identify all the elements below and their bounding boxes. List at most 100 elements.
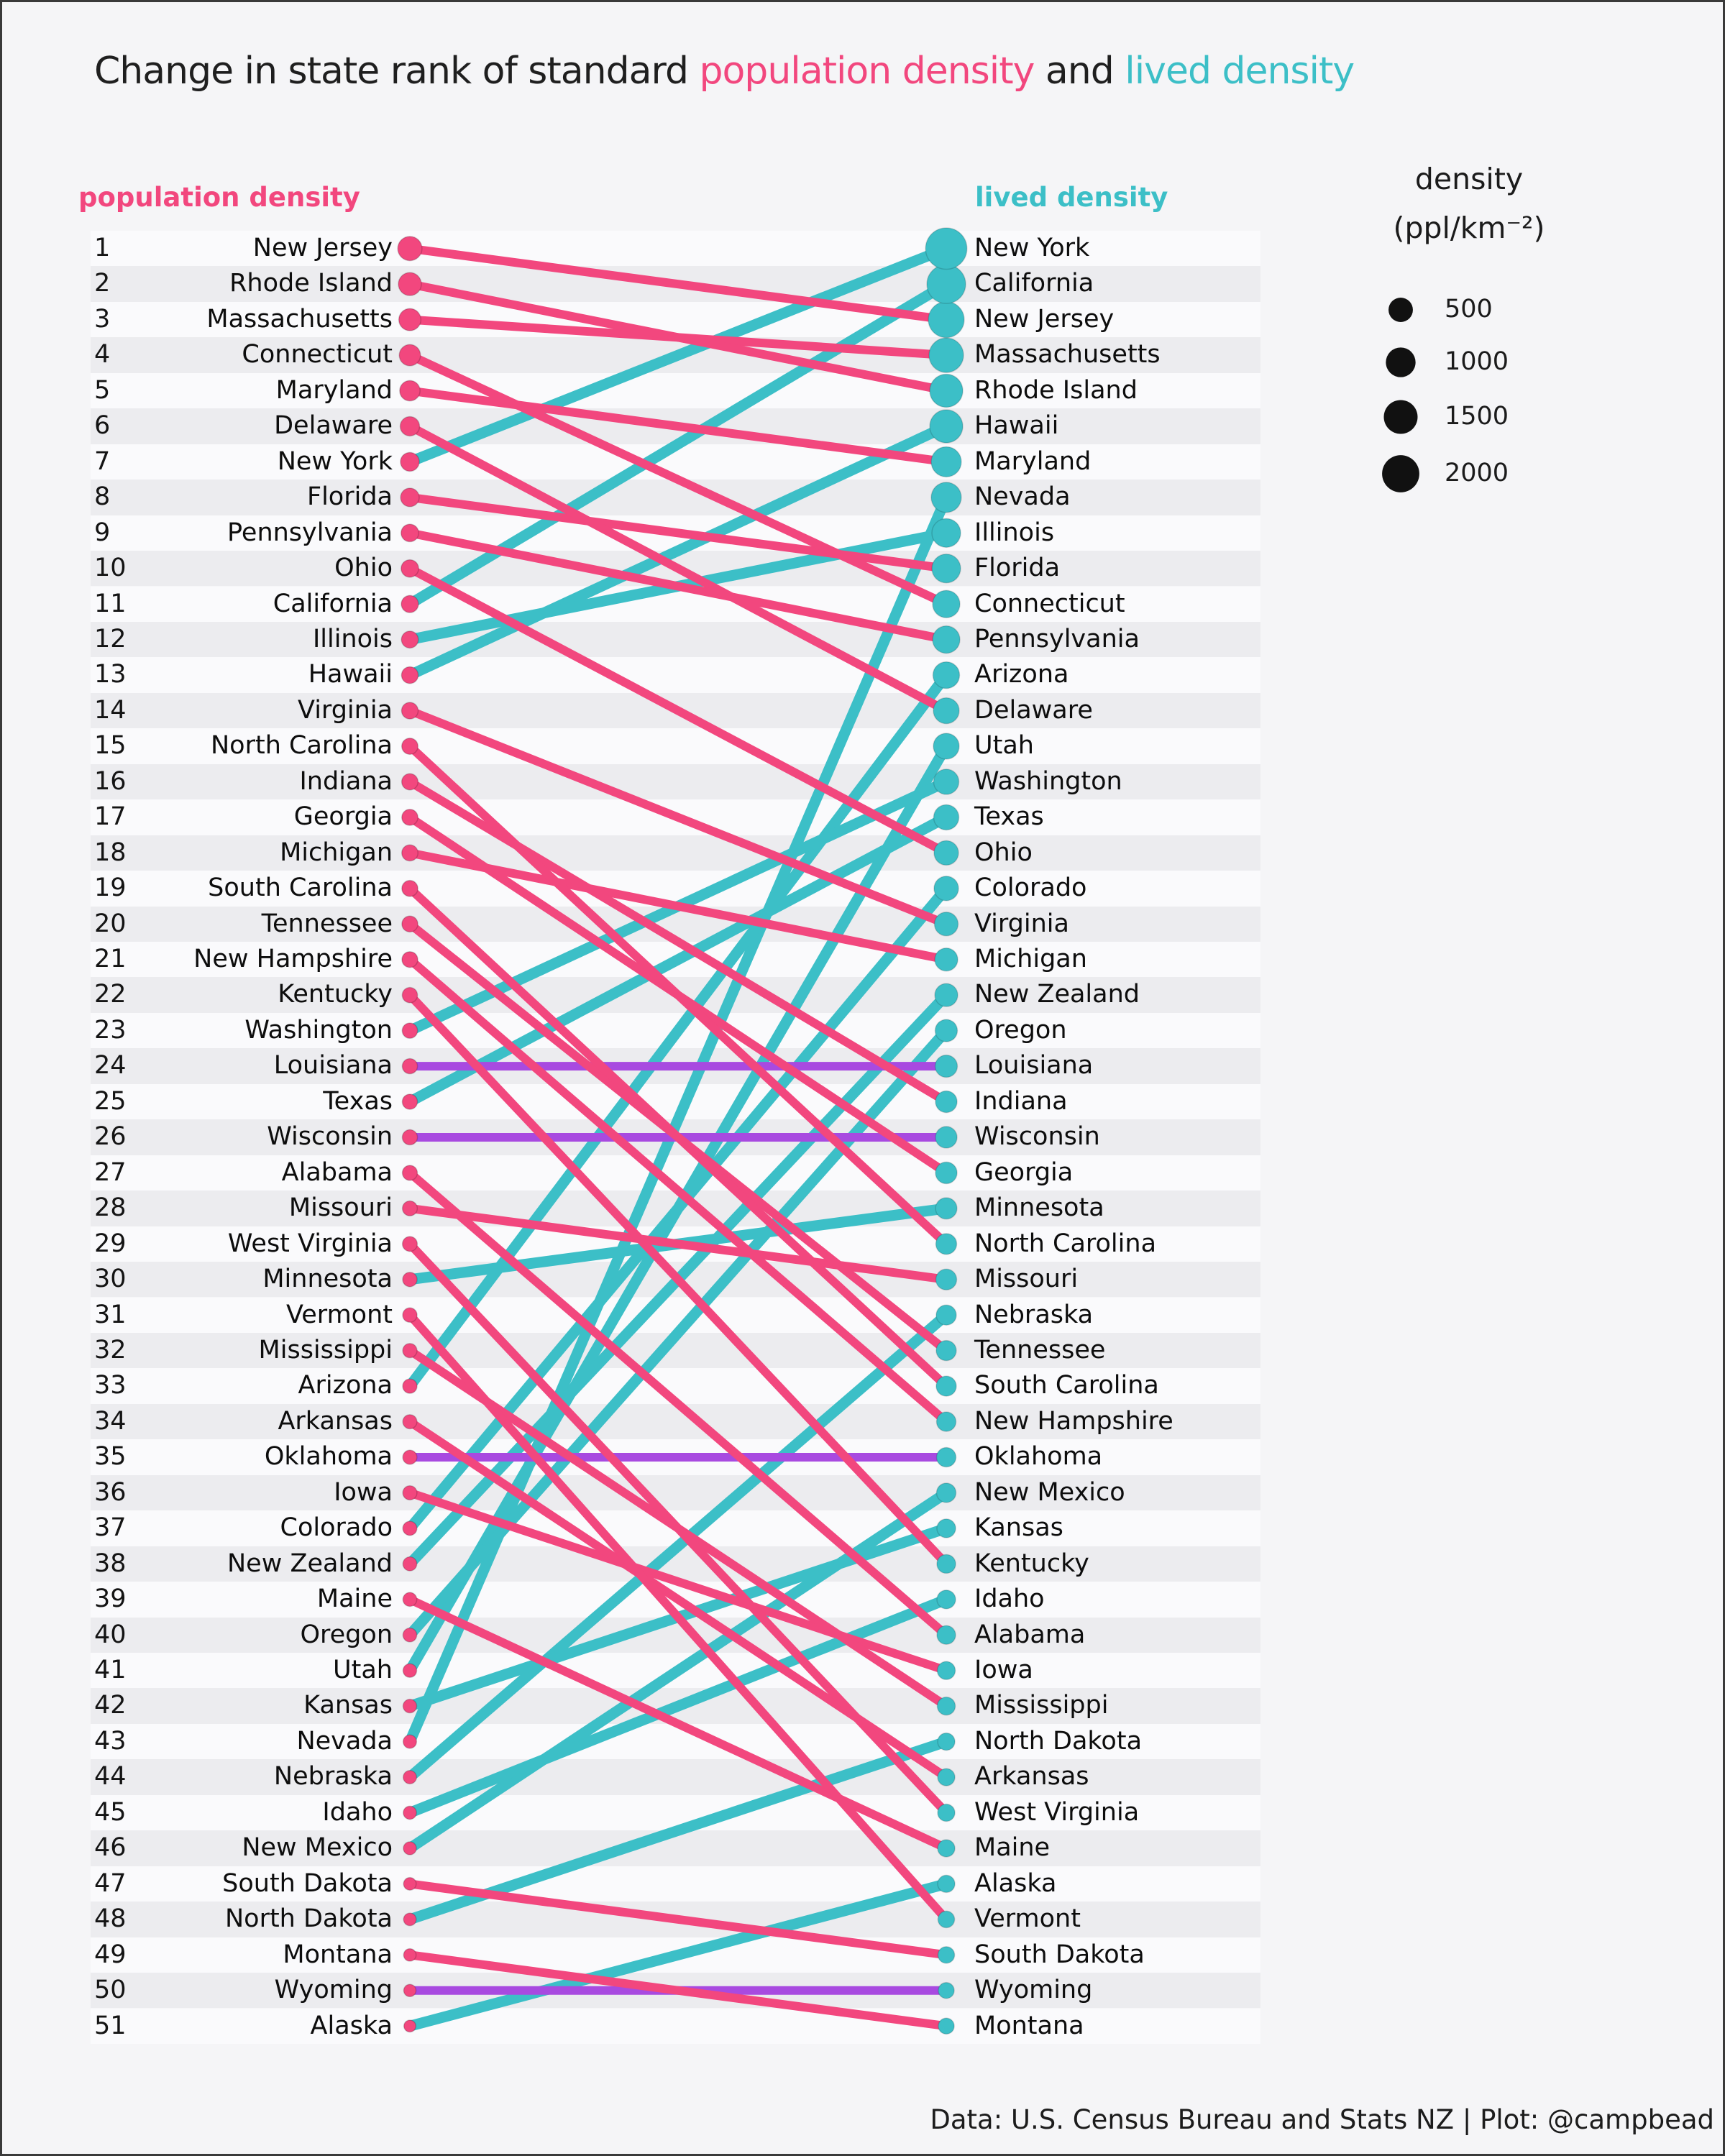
- pop-rank-number: 4: [94, 340, 111, 370]
- lived-density-dot: [937, 1874, 956, 1894]
- lived-density-dot: [937, 1910, 956, 1929]
- pop-state-label: Maine: [316, 1584, 393, 1614]
- lived-density-dot: [929, 409, 964, 444]
- pop-state-label: Wyoming: [274, 1976, 393, 2005]
- pop-state-label: West Virginia: [227, 1229, 393, 1258]
- lived-density-dot: [935, 1161, 958, 1185]
- pop-rank-number: 46: [94, 1833, 127, 1863]
- lived-density-dot: [935, 1375, 957, 1397]
- pop-density-dot: [401, 737, 419, 756]
- pop-rank-number: 22: [94, 980, 127, 1009]
- lived-density-dot: [935, 1339, 957, 1362]
- rank-change-line: [406, 742, 951, 1249]
- pop-rank-number: 39: [94, 1584, 127, 1614]
- lived-density-dot: [934, 1054, 958, 1078]
- lived-density-dot: [937, 1839, 956, 1858]
- pop-rank-number: 35: [94, 1442, 127, 1472]
- rank-change-line: [404, 243, 952, 467]
- pop-rank-number: 47: [94, 1868, 127, 1898]
- pop-density-dot: [400, 451, 420, 472]
- lived-density-dot: [938, 2017, 955, 2035]
- pop-rank-number: 36: [94, 1477, 127, 1507]
- lived-state-label: Minnesota: [974, 1193, 1104, 1223]
- lived-state-label: New York: [974, 234, 1090, 262]
- pop-rank-number: 2: [94, 269, 111, 298]
- rank-row-band: [91, 835, 1260, 871]
- pop-state-label: South Dakota: [222, 1868, 393, 1898]
- lived-state-label: Mississippi: [974, 1691, 1109, 1720]
- lived-density-dot: [928, 337, 964, 373]
- pop-state-label: Rhode Island: [229, 269, 393, 298]
- rank-change-line: [406, 1950, 951, 2031]
- pop-state-label: Nevada: [296, 1726, 393, 1756]
- pop-rank-number: 6: [94, 411, 111, 441]
- rank-change-line: [404, 1309, 952, 1783]
- lived-state-label: Idaho: [974, 1584, 1045, 1614]
- pop-rank-number: 43: [94, 1726, 127, 1756]
- pop-density-dot: [401, 950, 418, 968]
- lived-density-dot: [938, 1981, 955, 1999]
- pop-density-dot: [401, 773, 419, 791]
- pop-state-label: Virginia: [298, 695, 393, 725]
- pop-rank-number: 48: [94, 1904, 127, 1934]
- pop-rank-number: 34: [94, 1406, 127, 1436]
- lived-state-label: Colorado: [974, 873, 1087, 903]
- lived-density-dot: [932, 661, 961, 689]
- lived-state-label: New Mexico: [974, 1477, 1125, 1507]
- lived-state-label: Alabama: [974, 1620, 1086, 1649]
- rank-change-line: [406, 492, 951, 573]
- lived-density-dot: [937, 1768, 956, 1786]
- pop-rank-number: 16: [94, 766, 127, 796]
- pop-state-label: Connecticut: [242, 340, 393, 370]
- pop-state-label: Tennessee: [261, 909, 393, 938]
- pop-state-label: North Dakota: [224, 1904, 393, 1934]
- lived-density-dot: [936, 1696, 956, 1716]
- pop-density-dot: [401, 1129, 418, 1146]
- pop-density-dot: [401, 630, 419, 649]
- lived-state-label: Iowa: [974, 1656, 1033, 1684]
- rank-change-line: [406, 1595, 951, 1853]
- rank-row-band: [91, 1723, 1260, 1760]
- title-prefix: Change in state rank of standard: [94, 50, 700, 93]
- rank-row-band: [91, 480, 1260, 515]
- pop-state-label: Idaho: [322, 1797, 393, 1827]
- pop-density-dot: [401, 808, 418, 826]
- pop-density-dot: [402, 1449, 418, 1465]
- lived-density-dot: [928, 301, 965, 339]
- pop-density-dot: [401, 1165, 418, 1181]
- left-column-header: population density: [78, 182, 360, 213]
- pop-density-dot: [401, 595, 419, 613]
- lived-density-dot: [934, 1019, 958, 1042]
- pop-state-label: Utah: [333, 1656, 393, 1684]
- lived-state-label: Alaska: [974, 1868, 1057, 1898]
- rank-change-line: [406, 244, 951, 324]
- lived-state-label: Hawaii: [974, 411, 1059, 441]
- lived-density-dot: [935, 1304, 957, 1326]
- pop-density-dot: [401, 1022, 418, 1040]
- lived-density-dot: [930, 446, 962, 478]
- pop-density-dot: [403, 1876, 417, 1891]
- lived-state-label: Oklahoma: [974, 1442, 1103, 1472]
- pop-state-label: Alaska: [310, 2011, 393, 2040]
- lived-density-dot: [933, 876, 959, 902]
- pop-rank-number: 24: [94, 1051, 127, 1081]
- pop-density-dot: [401, 559, 419, 578]
- lived-state-label: Montana: [974, 2011, 1084, 2040]
- lived-state-label: Ohio: [974, 838, 1033, 867]
- lived-state-label: California: [974, 269, 1094, 298]
- rank-change-line: [406, 351, 951, 609]
- pop-state-label: Washington: [244, 1015, 393, 1045]
- pop-density-dot: [399, 380, 421, 402]
- pop-state-label: Mississippi: [258, 1335, 393, 1364]
- pop-state-label: Kansas: [303, 1691, 393, 1720]
- lived-state-label: Vermont: [974, 1904, 1081, 1934]
- rank-change-line: [406, 421, 951, 715]
- lived-density-dot: [935, 1268, 958, 1291]
- rank-change-line: [404, 1025, 952, 1641]
- pop-state-label: Wisconsin: [267, 1122, 393, 1152]
- pop-state-label: Alabama: [281, 1157, 393, 1187]
- pop-density-dot: [402, 1378, 418, 1394]
- lived-state-label: Michigan: [974, 945, 1087, 973]
- pop-state-label: Florida: [306, 482, 393, 512]
- pop-rank-number: 45: [94, 1797, 127, 1827]
